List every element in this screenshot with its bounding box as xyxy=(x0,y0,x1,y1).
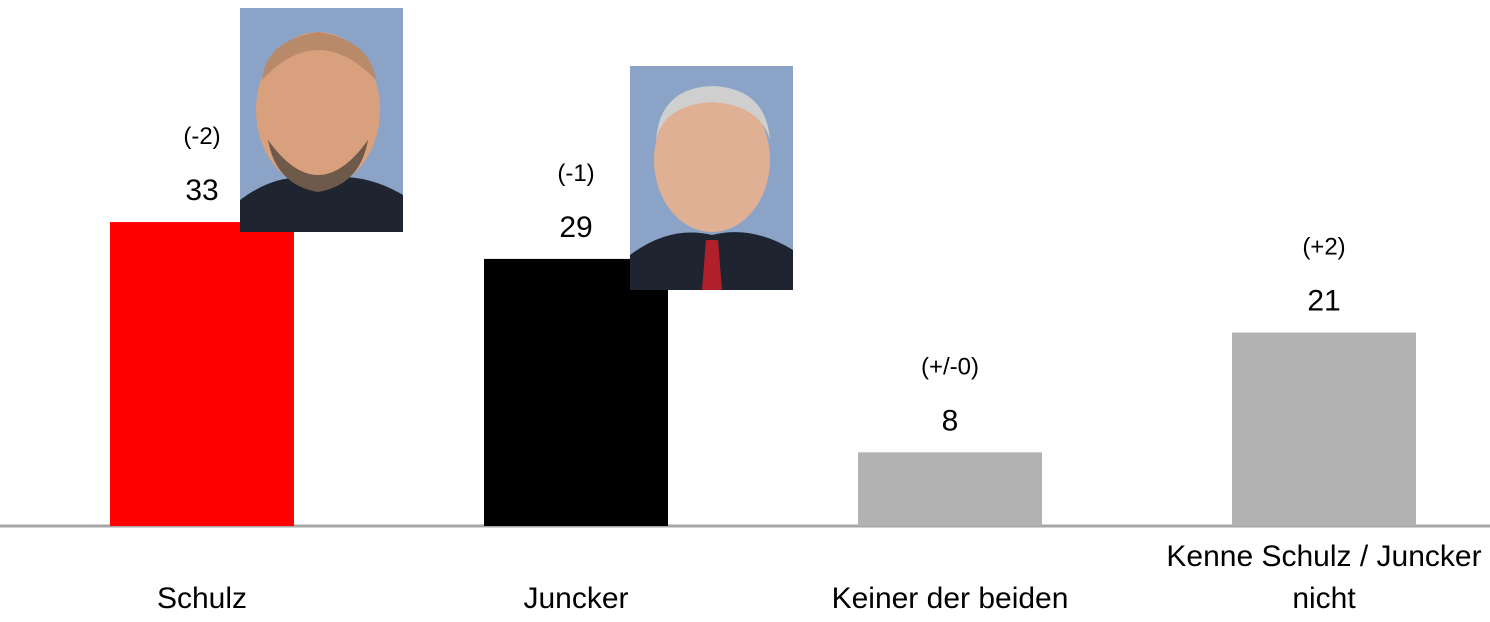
change-label: (+/-0) xyxy=(921,353,979,380)
bar xyxy=(110,222,294,526)
value-label: 8 xyxy=(942,404,959,437)
bar xyxy=(484,258,668,526)
change-label: (-1) xyxy=(557,160,594,187)
photo-juncker xyxy=(630,66,793,290)
category-label: Schulz xyxy=(156,582,248,615)
photo-schulz xyxy=(240,8,403,232)
change-label: (-2) xyxy=(183,123,220,150)
value-label: 21 xyxy=(1307,285,1340,318)
value-label: 29 xyxy=(559,211,592,244)
bar xyxy=(1232,332,1416,526)
category-label: Kenne Schulz / Juncker nicht xyxy=(1166,540,1482,615)
category-label: Keiner der beiden xyxy=(831,582,1069,615)
bar xyxy=(858,452,1042,526)
value-label: 33 xyxy=(185,174,218,207)
category-label: Juncker xyxy=(523,582,629,615)
change-label: (+2) xyxy=(1302,234,1345,261)
